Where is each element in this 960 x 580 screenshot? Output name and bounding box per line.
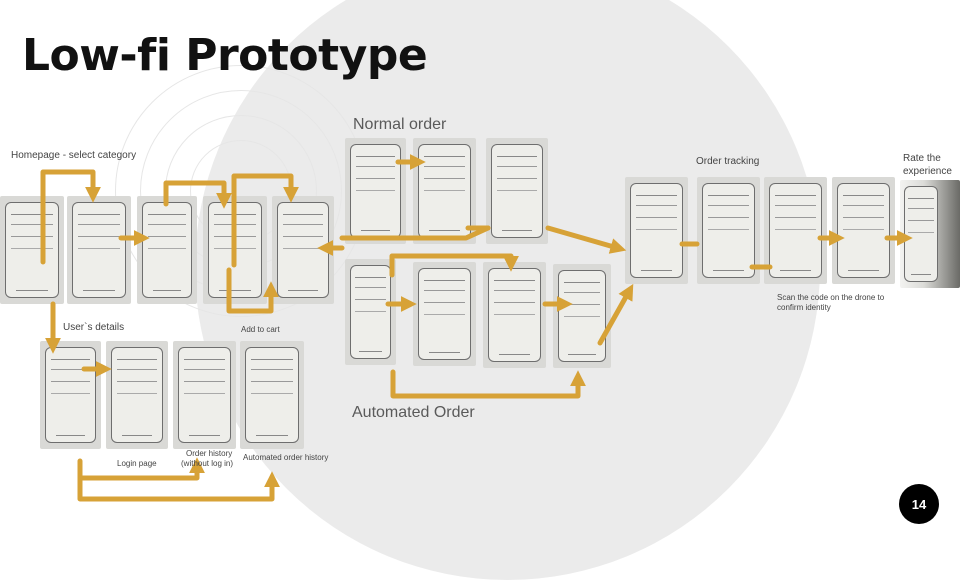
category-sketch	[67, 196, 131, 304]
automated-order-sketch-4	[553, 264, 611, 368]
normal-order-sketch-3	[486, 138, 548, 244]
page-number-badge: 14	[899, 484, 939, 524]
automated-order-sketch-2	[413, 262, 476, 366]
order-history-sketch	[173, 341, 236, 449]
automated-order-history-label: Automated order history	[243, 453, 329, 462]
flow-arrows	[40, 153, 913, 502]
arrow-order-history	[77, 457, 206, 481]
normal-order-sketch-1	[345, 138, 406, 244]
rating-photo	[900, 180, 960, 288]
login-page-sketch	[106, 341, 168, 449]
automated-order-history-sketch	[240, 341, 304, 449]
homepage-sketch	[0, 196, 64, 304]
arrow-normal-tracking	[545, 225, 627, 254]
login-page-label: Login page	[117, 459, 157, 468]
rate-label-line2: experience	[903, 166, 952, 177]
scan-label-line2: confirm identity	[777, 303, 831, 312]
arrow-automated-history	[77, 471, 281, 502]
order-history-label-line2: (without log in)	[181, 459, 234, 468]
arrow-add-to-cart	[226, 267, 280, 314]
rate-label-line1: Rate the	[903, 153, 941, 164]
order-tracking-label: Order tracking	[696, 156, 760, 167]
order-history-label-line1: Order history	[186, 449, 233, 458]
arrow-auto-tracking	[597, 283, 634, 346]
user-details-sketch	[40, 341, 101, 449]
add-to-cart-label: Add to cart	[241, 325, 280, 334]
order-tracking-sketch-1	[625, 177, 688, 284]
arrow-detail-cart	[231, 173, 300, 268]
homepage-label: Homepage - select category	[11, 150, 137, 161]
arrow-normal-cart	[339, 225, 491, 241]
automated-order-label: Automated Order	[352, 404, 475, 421]
order-tracking-sketch-3	[764, 177, 827, 284]
arrow-list-detail	[163, 180, 233, 209]
automated-order-sketch-1	[345, 259, 396, 365]
order-tracking-sketch-2	[697, 177, 760, 284]
arrow-homepage-category	[40, 169, 102, 265]
user-details-label: User`s details	[63, 322, 125, 333]
automated-order-sketch-3	[483, 262, 546, 368]
normal-order-label: Normal order	[353, 116, 447, 133]
slide-title: Low-fi Prototype	[22, 30, 428, 81]
product-list-sketch	[137, 196, 197, 304]
arrow-auto-loop	[389, 253, 520, 278]
arrow-automated-order	[390, 369, 587, 399]
scan-label-line1: Scan the code on the drone to	[777, 293, 885, 302]
